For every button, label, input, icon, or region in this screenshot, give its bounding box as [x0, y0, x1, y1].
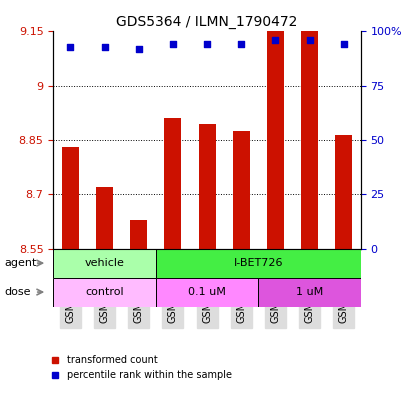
Point: [339, 41, 346, 48]
Text: 0.1 uM: 0.1 uM: [188, 287, 225, 297]
Bar: [53, 249, 155, 277]
Bar: [130, 220, 147, 249]
Text: I-BET726: I-BET726: [233, 258, 282, 268]
Text: control: control: [85, 287, 124, 297]
Point: [101, 44, 108, 50]
Point: [272, 37, 278, 43]
Bar: [266, 31, 283, 249]
Bar: [53, 277, 155, 307]
Bar: [232, 131, 249, 249]
Text: vehicle: vehicle: [84, 258, 124, 268]
Bar: [198, 124, 215, 249]
Bar: [155, 249, 360, 277]
Text: 1 uM: 1 uM: [295, 287, 322, 297]
Point: [169, 41, 176, 48]
Bar: [164, 118, 181, 249]
Bar: [300, 31, 317, 249]
Bar: [334, 134, 351, 249]
Point: [237, 41, 244, 48]
Text: agent: agent: [4, 258, 36, 268]
Text: dose: dose: [4, 287, 31, 297]
Bar: [155, 277, 258, 307]
Bar: [62, 147, 79, 249]
Title: GDS5364 / ILMN_1790472: GDS5364 / ILMN_1790472: [116, 15, 297, 29]
Point: [203, 41, 210, 48]
Point: [306, 37, 312, 43]
Bar: [258, 277, 360, 307]
Bar: [96, 187, 113, 249]
Point: [135, 46, 142, 52]
Legend: transformed count, percentile rank within the sample: transformed count, percentile rank withi…: [46, 352, 236, 384]
Point: [67, 44, 74, 50]
